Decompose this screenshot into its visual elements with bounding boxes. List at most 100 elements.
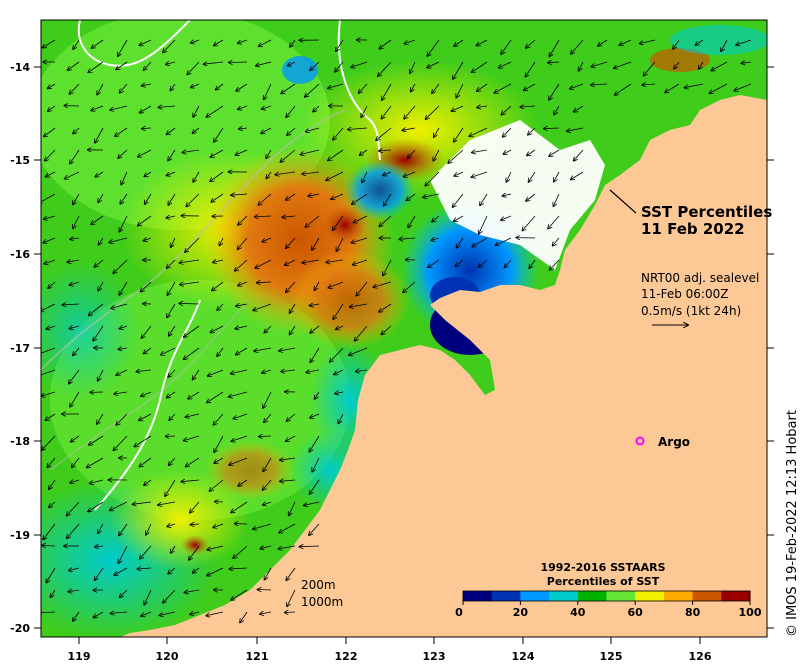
current-vector <box>204 62 224 64</box>
current-vector <box>146 523 152 535</box>
current-vector <box>408 149 416 158</box>
current-vector <box>554 105 560 115</box>
current-vector <box>615 83 632 95</box>
current-vector <box>328 83 344 88</box>
current-vector <box>69 83 80 94</box>
current-vector <box>554 171 560 182</box>
current-vector <box>65 171 80 179</box>
current-vector <box>591 84 608 85</box>
current-vector <box>501 39 512 54</box>
lon-tick-122: 122 <box>335 650 358 663</box>
current-vector <box>185 413 200 417</box>
current-vector <box>92 39 104 48</box>
argo-label: Argo <box>658 435 690 449</box>
current-vector <box>454 127 464 142</box>
current-vector <box>410 61 416 73</box>
contour-label-200m: 200m <box>301 578 336 592</box>
current-vector <box>451 105 464 111</box>
current-vector <box>499 61 512 68</box>
current-vector <box>403 281 416 292</box>
current-vector <box>351 61 368 67</box>
current-vector <box>168 193 176 205</box>
current-vector <box>579 61 584 71</box>
current-vector <box>167 391 176 398</box>
current-vector <box>70 391 80 407</box>
current-vector <box>472 237 488 247</box>
current-vector <box>118 149 128 158</box>
current-vector <box>336 326 344 329</box>
current-vector <box>352 193 368 204</box>
current-vector <box>571 39 584 54</box>
current-vector <box>260 546 272 549</box>
current-vector <box>188 391 200 399</box>
current-vector <box>433 149 440 161</box>
lat-tick-18: -18 <box>10 435 30 448</box>
colorbar-swatch <box>692 591 722 601</box>
current-vector <box>93 325 104 341</box>
current-vector <box>335 392 344 394</box>
current-vector <box>213 260 224 262</box>
current-vector <box>88 61 104 72</box>
current-vector <box>306 127 320 132</box>
current-vector <box>506 171 512 182</box>
longitude-axis: 119 120 121 122 123 124 125 126 <box>68 637 712 663</box>
current-vector <box>45 413 56 420</box>
current-vector <box>360 149 368 155</box>
current-vector <box>529 171 536 182</box>
current-vector <box>520 106 536 107</box>
current-vector <box>48 105 56 111</box>
sea-surface-field <box>41 20 767 637</box>
current-vector <box>98 193 104 202</box>
current-vector <box>285 259 296 265</box>
current-vector <box>120 193 128 204</box>
map-date: 11 Feb 2022 <box>641 220 745 238</box>
current-vector <box>259 39 272 46</box>
current-vector <box>240 611 248 623</box>
current-vector <box>334 369 344 375</box>
current-vector <box>206 105 224 117</box>
current-vector <box>190 501 200 513</box>
current-vector <box>238 215 248 225</box>
current-vector <box>98 281 104 291</box>
current-vector <box>94 259 104 267</box>
current-vector <box>379 303 392 312</box>
current-vector <box>186 457 200 467</box>
current-vector <box>383 171 392 175</box>
current-vector <box>476 39 488 46</box>
current-vector <box>139 39 152 45</box>
current-vector <box>140 545 152 559</box>
currents-scale-label: 0.5m/s (1kt 24h) <box>641 304 741 318</box>
current-vector <box>640 39 656 44</box>
current-vector <box>158 106 176 107</box>
current-vector <box>275 171 296 175</box>
current-vector <box>673 39 680 49</box>
current-vector <box>302 259 320 263</box>
current-vector <box>522 215 536 231</box>
current-vector <box>348 128 368 130</box>
current-vector <box>382 83 392 100</box>
current-vector <box>167 303 176 317</box>
current-vector <box>43 39 56 48</box>
current-vector <box>427 61 440 68</box>
colorbar: 1992-2016 SSTAARS Percentiles of SST 0 20… <box>455 561 762 619</box>
current-vector <box>48 83 56 89</box>
current-vector <box>378 61 392 76</box>
credit-text: © IMOS 19-Feb-2022 12:13 Hobart <box>785 410 800 637</box>
current-vector <box>42 545 56 546</box>
current-vector <box>524 83 536 90</box>
current-vector <box>133 502 152 504</box>
current-vector <box>73 347 80 356</box>
current-vector <box>286 193 296 200</box>
current-vector <box>642 84 656 85</box>
current-vector <box>47 457 56 467</box>
current-vector <box>308 194 320 196</box>
current-vector <box>454 39 464 46</box>
current-vector <box>43 237 56 243</box>
current-vector <box>456 237 464 248</box>
colorbar-tick-label: 20 <box>513 606 529 619</box>
current-vector <box>41 391 56 396</box>
lat-tick-16: -16 <box>10 248 30 261</box>
current-vector <box>287 127 296 135</box>
current-vector <box>304 501 320 505</box>
colorbar-swatch <box>520 591 550 601</box>
